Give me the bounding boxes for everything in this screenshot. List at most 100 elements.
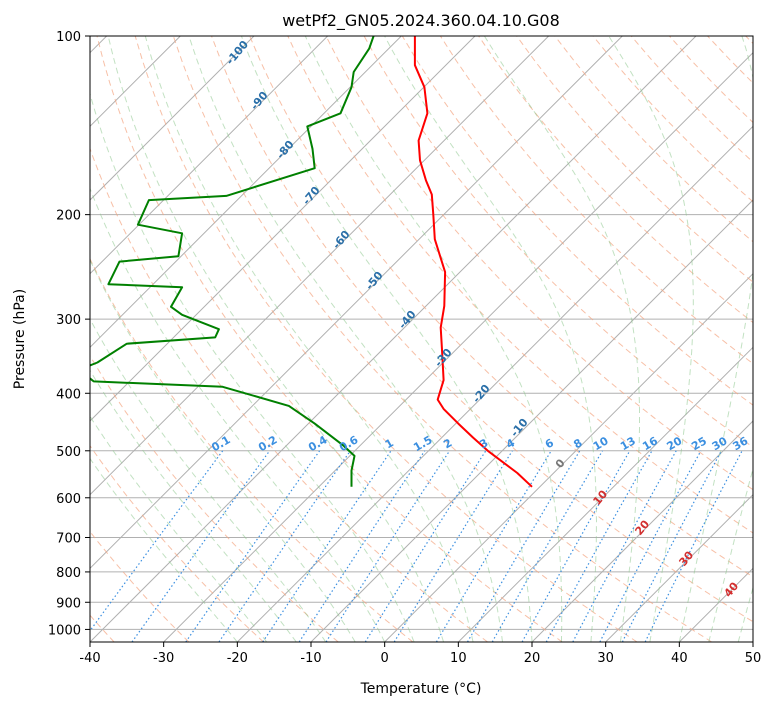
isotherm-line — [678, 567, 753, 642]
isotherm-line — [90, 36, 697, 642]
x-axis-label: Temperature (°C) — [360, 681, 482, 697]
x-tick-label: 20 — [524, 651, 541, 666]
dry-adiabat-label: -10 — [508, 416, 531, 440]
isotherm-line — [90, 36, 329, 275]
dry-adiabat — [707, 36, 753, 84]
mixing-ratio-lines — [90, 450, 743, 642]
isotherm-line — [90, 36, 255, 201]
moist-adiabat — [107, 36, 445, 642]
isotherm-line — [90, 36, 402, 349]
x-axis-ticks: -40 -30 -20 -10 0 10 20 30 40 50 — [79, 642, 761, 666]
isotherm-line — [163, 51, 753, 642]
moist-adiabat — [144, 36, 474, 642]
y-tick-label: 600 — [56, 492, 81, 507]
mixing-ratio-label: 6 — [543, 436, 556, 451]
mixing-ratio-line — [521, 450, 631, 642]
mixing-ratio-line — [325, 450, 451, 642]
mixing-ratio-line — [364, 450, 487, 642]
dry-adiabat — [90, 354, 339, 642]
x-tick-label: 0 — [381, 651, 389, 666]
moist-adiabat — [678, 36, 753, 642]
y-tick-label: 200 — [56, 209, 81, 224]
isotherm-line — [90, 36, 550, 496]
isotherm-line — [236, 125, 753, 642]
x-tick-label: -10 — [300, 651, 321, 666]
moist-adiabat — [90, 369, 297, 642]
moist-adiabat-label: 30 — [676, 548, 696, 568]
isotherm-line — [384, 272, 753, 642]
dry-adiabats — [90, 36, 753, 642]
mixing-ratio-line — [644, 450, 743, 642]
moist-adiabat — [483, 36, 640, 642]
dewpoint-line — [90, 36, 375, 487]
y-tick-label: 400 — [56, 387, 81, 402]
dry-adiabat — [516, 36, 753, 283]
moist-adiabat — [90, 415, 268, 642]
chart-title: wetPf2_GN05.2024.360.04.10.G08 — [282, 11, 560, 31]
skewed-isotherms — [90, 36, 753, 642]
mixing-ratio-line — [435, 450, 552, 642]
dry-adiabat — [325, 36, 753, 491]
moist-adiabats — [90, 36, 753, 642]
moist-adiabat — [90, 91, 415, 642]
y-tick-label: 100 — [56, 30, 81, 45]
mixing-ratio-line — [131, 450, 271, 642]
mixing-ratio-line — [298, 450, 426, 642]
moist-adiabat — [90, 187, 386, 642]
moist-adiabat-label: 20 — [632, 517, 652, 537]
y-tick-label: 300 — [56, 313, 81, 328]
mixing-ratio-line — [545, 450, 653, 642]
moist-adiabat-label: 10 — [590, 487, 610, 507]
x-tick-label: -40 — [79, 651, 100, 666]
y-tick-label: 800 — [56, 566, 81, 581]
mixing-ratio-line — [599, 450, 702, 642]
isotherm-line — [310, 199, 753, 642]
y-tick-label: 1000 — [48, 623, 81, 638]
dry-adiabat-label: -50 — [363, 269, 386, 293]
x-tick-label: 50 — [745, 651, 762, 666]
mixing-ratio-line — [218, 450, 351, 642]
moist-adiabat — [384, 36, 597, 642]
moist-adiabat — [304, 36, 563, 642]
mixing-ratio-label: 2 — [441, 436, 454, 451]
isobar-gridlines — [90, 36, 753, 630]
dry-adiabat — [478, 36, 753, 324]
plot-frame — [89, 35, 754, 643]
isotherm-line — [531, 420, 753, 642]
moist-adiabat — [708, 466, 753, 642]
y-tick-label: 500 — [56, 445, 81, 460]
dry-adiabat — [90, 530, 190, 642]
dry-adiabat — [172, 36, 712, 642]
y-axis-ticks: 100 200 300 400 500 600 700 800 900 1000 — [48, 30, 90, 638]
x-tick-label: -30 — [153, 651, 174, 666]
dry-adiabat-label: -90 — [248, 89, 271, 113]
dry-adiabat — [134, 36, 638, 642]
dry-adiabat — [249, 36, 753, 578]
dry-adiabat — [90, 444, 264, 642]
plot-area: 0.1 0.2 0.4 0.6 1 1.5 2 3 4 6 8 10 13 16 20 25 30 36-100-… — [90, 36, 753, 642]
moist-adiabat — [90, 318, 327, 642]
y-tick-label: 700 — [56, 532, 81, 547]
isotherm-line — [752, 641, 753, 642]
moist-adiabat — [188, 36, 503, 642]
isotherm-line — [605, 493, 753, 642]
mixing-ratio-line — [185, 450, 321, 642]
mixing-ratio-line — [90, 450, 224, 632]
isotherm-line — [457, 346, 753, 642]
dry-adiabat — [554, 36, 753, 243]
dry-adiabat-label: -30 — [432, 346, 455, 370]
moist-adiabat — [240, 36, 533, 642]
dry-adiabat — [745, 36, 753, 45]
isotherm-line — [90, 36, 476, 422]
x-tick-label: 30 — [597, 651, 614, 666]
y-axis-label: Pressure (hPa) — [12, 289, 28, 389]
mixing-ratio-line — [262, 450, 392, 642]
sounding-series — [90, 36, 533, 488]
dry-adiabat-label: -60 — [330, 228, 353, 252]
dry-adiabat — [211, 36, 753, 623]
isotherm-line — [90, 36, 623, 570]
dry-adiabat-label: -20 — [470, 382, 493, 406]
moist-adiabat — [90, 258, 356, 642]
y-tick-label: 900 — [56, 596, 81, 611]
